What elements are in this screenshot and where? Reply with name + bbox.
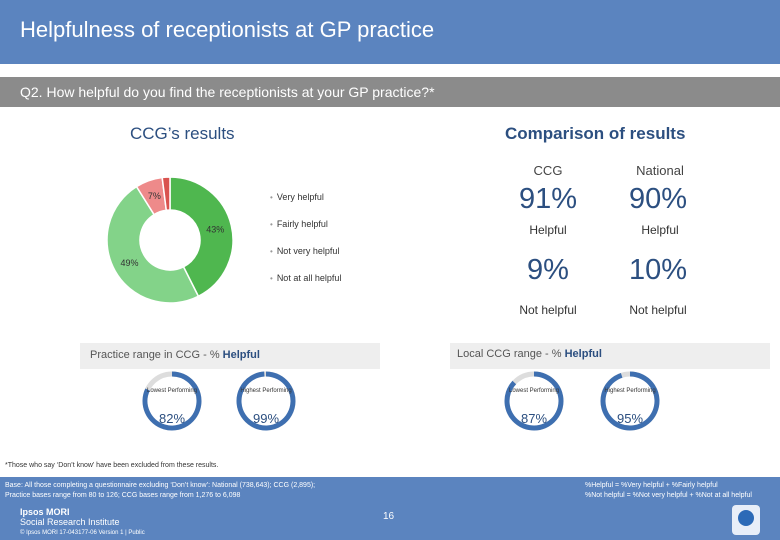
gauge-practice-highest: Highest Performing 99%: [236, 371, 296, 441]
legend-label: Not very helpful: [276, 246, 340, 256]
page-title: Helpfulness of receptionists at GP pract…: [20, 17, 435, 42]
legend-bullet: •: [270, 220, 273, 229]
label-very-helpful: 43%: [206, 224, 224, 234]
logo-line: Ipsos MORI: [20, 507, 70, 517]
national-helpful-label: Helpful: [641, 223, 679, 237]
national-not-helpful-value: 10%: [628, 254, 688, 286]
local-range-title-bold: Helpful: [564, 348, 602, 360]
definition-line: %Helpful = %Very helpful + %Fairly helpf…: [585, 482, 718, 489]
gauge-value: 95%: [616, 411, 644, 426]
ipsos-logo-icon: [732, 505, 760, 535]
ccg-not-helpful-label: Not helpful: [519, 303, 577, 317]
legend-bullet: •: [270, 247, 273, 256]
copyright-text: © Ipsos MORI 17-043177-06 Version 1 | Pu…: [20, 530, 145, 536]
gauge-local-highest: Highest Performing 95%: [600, 371, 660, 441]
logo-line: Social Research Institute: [20, 517, 120, 527]
gauge-ring: [504, 371, 564, 431]
ccg-helpful-label: Helpful: [529, 223, 567, 237]
legend-bullet: •: [270, 193, 273, 202]
title-bar: Helpfulness of receptionists at GP pract…: [0, 0, 780, 64]
slice-very-helpful: [169, 176, 234, 298]
donut-chart: 43% 49% 7%: [106, 176, 234, 304]
legend-item-very-helpful: • Very helpful: [270, 192, 324, 202]
practice-range-title-prefix: Practice range in CCG - %: [90, 349, 223, 361]
gauge-fill: [142, 371, 202, 431]
practice-range-title: Practice range in CCG - % Helpful: [90, 349, 260, 361]
legend-label: Not at all helpful: [276, 273, 342, 283]
legend-item-not-at-all-helpful: • Not at all helpful: [270, 273, 341, 283]
legend-item-fairly-helpful: • Fairly helpful: [270, 219, 328, 229]
base-line: Practice bases range from 80 to 126; CCG…: [5, 492, 241, 499]
gauge-value: 82%: [158, 411, 186, 426]
comparison-col-national: National: [636, 163, 684, 178]
comparison-heading: Comparison of results: [505, 124, 686, 143]
practice-range-title-bold: Helpful: [222, 349, 260, 361]
base-text: Base: All those completing a questionnai…: [5, 481, 445, 501]
gauge-fill: [236, 371, 296, 431]
legend-label: Fairly helpful: [276, 219, 328, 229]
page-number: 16: [383, 511, 395, 522]
ccg-not-helpful-value: 9%: [527, 254, 569, 286]
slice-fairly-helpful: [106, 185, 200, 304]
definitions-text: %Helpful = %Very helpful + %Fairly helpf…: [585, 481, 752, 501]
base-line: Base: All those completing a questionnai…: [5, 482, 316, 489]
gauge-ring: [600, 371, 660, 431]
gauge-ring: [236, 371, 296, 431]
gauge-label: Highest Performing: [604, 388, 656, 394]
gauge-fill: [600, 371, 660, 431]
question-bar: Q2. How helpful do you find the receptio…: [0, 77, 780, 107]
slice-not-at-all-helpful: [161, 176, 171, 212]
ipsos-mori-logo: Ipsos MORI Social Research Institute: [20, 507, 120, 527]
local-range-title-prefix: Local CCG range - %: [457, 348, 565, 360]
gauge-fill: [504, 371, 564, 431]
definition-line: %Not helpful = %Not very helpful + %Not …: [585, 492, 752, 499]
legend-label: Very helpful: [276, 192, 324, 202]
national-helpful-value: 90%: [628, 183, 688, 215]
legend-bullet: •: [270, 274, 273, 283]
national-not-helpful-label: Not helpful: [629, 303, 687, 317]
gauge-label: Lowest Performing: [146, 388, 198, 394]
gauge-local-lowest: Lowest Performing 87%: [504, 371, 564, 441]
gauge-label: Lowest Performing: [508, 388, 560, 394]
local-range-title: Local CCG range - % Helpful: [457, 348, 602, 360]
ccg-helpful-value: 91%: [518, 183, 578, 215]
label-fairly-helpful: 49%: [120, 258, 138, 268]
legend-item-not-very-helpful: • Not very helpful: [270, 246, 339, 256]
ccg-results-heading: CCG’s results: [130, 124, 235, 143]
footer-bar: Base: All those completing a questionnai…: [0, 477, 780, 540]
practice-range-box: Practice range in CCG - % Helpful: [80, 343, 380, 369]
comparison-col-ccg: CCG: [533, 163, 563, 178]
question-text: Q2. How helpful do you find the receptio…: [20, 84, 435, 100]
gauge-label: Highest Performing: [240, 388, 292, 394]
gauge-value: 99%: [252, 411, 280, 426]
label-not-very-helpful: 7%: [148, 191, 161, 201]
local-range-box: Local CCG range - % Helpful: [450, 343, 770, 369]
gauge-ring: [142, 371, 202, 431]
gauge-value: 87%: [520, 411, 548, 426]
footnote: *Those who say ‘Don’t know’ have been ex…: [5, 462, 219, 469]
gauge-practice-lowest: Lowest Performing 82%: [142, 371, 202, 441]
